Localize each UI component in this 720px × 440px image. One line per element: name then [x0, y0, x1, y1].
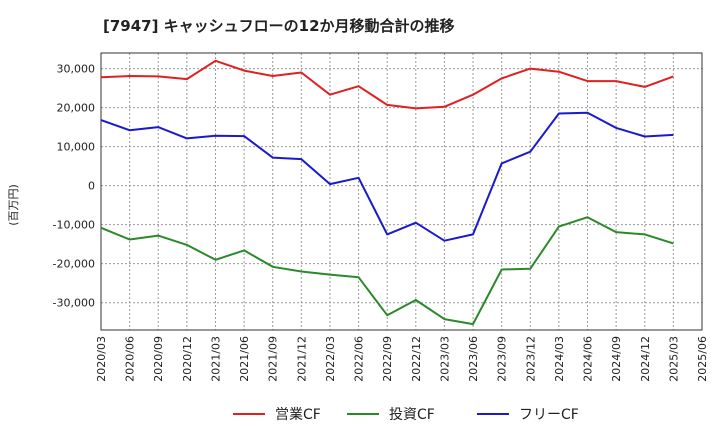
series-lines: [100, 59, 674, 326]
x-tick-label: 2020/09: [152, 336, 165, 382]
legend-label: 営業CF: [275, 407, 321, 423]
x-tick-label: 2023/03: [438, 336, 451, 382]
y-tick-label: 10,000: [57, 141, 96, 154]
series-line: [100, 111, 674, 242]
legend-label: フリーCF: [519, 407, 579, 423]
x-tick-label: 2022/09: [381, 336, 394, 382]
x-tick-label: 2021/06: [238, 336, 251, 382]
series-line: [100, 59, 674, 110]
y-axis-label: (百万円): [7, 184, 20, 226]
x-tick-label: 2023/09: [496, 336, 509, 382]
y-tick-label: 20,000: [57, 102, 96, 115]
plot-area: [100, 52, 703, 331]
x-tick-label: 2021/03: [209, 336, 222, 382]
x-tick-label: 2022/06: [353, 336, 366, 382]
x-tick-label: 2025/06: [696, 336, 709, 382]
y-tick-label: -20,000: [53, 258, 95, 271]
x-tick-label: 2024/12: [639, 336, 652, 382]
y-tick-label: 30,000: [57, 63, 96, 76]
y-tick-label: -10,000: [53, 219, 95, 232]
chart-title: [7947] キャッシュフローの12か月移動合計の推移: [103, 17, 455, 35]
x-tick-label: 2024/09: [610, 336, 623, 382]
x-tick-label: 2023/12: [524, 336, 537, 382]
x-tick-label: 2023/06: [467, 336, 480, 382]
y-tick-label: -30,000: [53, 297, 95, 310]
x-tick-label: 2022/12: [410, 336, 423, 382]
legend: 営業CF 投資CF フリーCF: [233, 407, 579, 423]
x-tick-label: 2021/09: [267, 336, 280, 382]
x-tick-label: 2021/12: [295, 336, 308, 382]
series-line: [100, 216, 674, 326]
x-tick-label: 2022/03: [324, 336, 337, 382]
x-tick-label: 2020/03: [95, 336, 108, 382]
y-axis: 30,000 20,000 10,000 0 -10,000 -20,000 -30,000: [53, 63, 95, 310]
x-tick-label: 2024/03: [553, 336, 566, 382]
x-tick-label: 2020/12: [181, 336, 194, 382]
x-tick-label: 2020/06: [124, 336, 137, 382]
y-tick-label: 0: [88, 180, 95, 193]
legend-label: 投資CF: [389, 407, 435, 423]
x-axis: 2020/03 2020/06 2020/09 2020/12 2021/03 2021/…: [95, 336, 709, 382]
grid: [101, 53, 702, 330]
x-tick-label: 2025/03: [667, 336, 680, 382]
x-tick-label: 2024/06: [582, 336, 595, 382]
